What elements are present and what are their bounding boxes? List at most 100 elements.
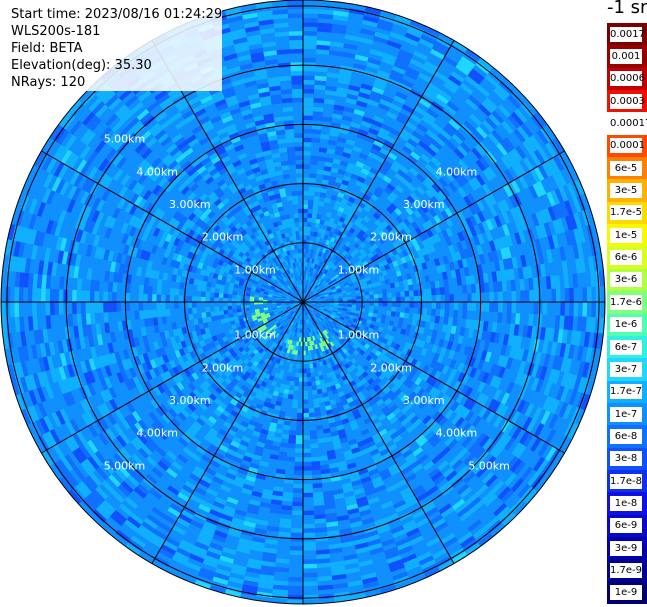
range-gate: [314, 75, 327, 82]
range-gate: [344, 273, 350, 278]
range-gate: [554, 275, 561, 289]
range-gate: [495, 402, 505, 416]
range-gate: [396, 357, 403, 365]
range-gate: [487, 193, 497, 206]
range-gate: [366, 319, 372, 324]
range-gate: [313, 231, 318, 237]
range-gate: [335, 91, 348, 98]
range-gate: [501, 120, 514, 135]
range-gate: [377, 103, 390, 112]
range-gate: [491, 400, 501, 413]
range-gate: [329, 41, 344, 48]
range-gate: [320, 346, 325, 352]
range-gate: [309, 253, 314, 259]
range-gate: [398, 545, 414, 555]
range-gate: [466, 399, 477, 411]
range-gate: [403, 226, 411, 235]
range-gate: [305, 295, 309, 299]
range-gate: [332, 291, 338, 294]
range-gate: [433, 97, 447, 108]
range-gate: [504, 437, 516, 451]
range-gate: [336, 240, 342, 247]
range-gate: [367, 327, 374, 333]
range-gate: [516, 399, 527, 413]
range-gate: [383, 409, 393, 417]
range-gate: [405, 296, 410, 302]
range-gate: [570, 330, 577, 346]
range-gate: [324, 349, 330, 355]
range-gate: [332, 582, 349, 590]
range-gate: [362, 318, 368, 323]
range-gate: [353, 165, 363, 173]
range-gate: [451, 414, 462, 425]
range-gate: [143, 293, 148, 302]
range-gate: [518, 217, 527, 231]
range-gate: [378, 261, 385, 268]
range-gate: [319, 192, 327, 198]
range-gate: [441, 187, 451, 198]
range-gate: [535, 225, 544, 239]
range-gate: [9, 302, 15, 318]
range-gate: [493, 503, 508, 517]
range-gate: [342, 175, 351, 182]
range-gate: [426, 146, 437, 157]
range-gate: [461, 436, 473, 448]
range-gate: [368, 399, 377, 407]
range-gate: [223, 309, 229, 315]
range-gate: [307, 345, 311, 351]
range-gate: [349, 273, 355, 278]
range-gate: [500, 489, 515, 503]
range-gate: [482, 437, 494, 451]
range-gate: [303, 545, 316, 551]
range-gate: [54, 289, 60, 302]
range-gate: [351, 299, 357, 302]
range-gate: [469, 113, 482, 127]
range-gate: [320, 468, 331, 475]
range-gate: [406, 28, 423, 39]
range-gate: [373, 294, 379, 299]
range-gate: [468, 441, 479, 454]
range-gate: [378, 230, 386, 238]
range-gate: [342, 403, 350, 410]
range-gate: [333, 296, 339, 299]
range-gate: [415, 517, 430, 528]
range-gate: [387, 427, 397, 437]
range-gate: [353, 412, 362, 420]
range-gate: [478, 406, 488, 419]
range-gate: [353, 487, 365, 495]
range-gate: [481, 330, 488, 341]
range-gate: [303, 106, 314, 112]
range-gate: [303, 262, 306, 267]
range-gate: [353, 109, 365, 117]
range-gate: [85, 313, 91, 325]
range-gate: [431, 453, 443, 465]
range-gate: [545, 159, 557, 175]
range-gate: [476, 392, 485, 405]
range-gate: [316, 384, 322, 390]
range-gate: [546, 249, 553, 264]
range-gate: [314, 344, 319, 350]
range-gate: [391, 326, 398, 333]
range-gate: [438, 503, 452, 515]
range-gate: [14, 302, 20, 318]
range-gate: [311, 137, 321, 143]
range-gate: [333, 379, 340, 385]
range-gate: [537, 164, 549, 179]
range-gate: [364, 436, 374, 444]
range-gate: [354, 54, 369, 62]
range-gate: [484, 302, 490, 312]
range-gate: [400, 291, 405, 297]
range-gate: [384, 279, 390, 285]
range-gate: [358, 395, 366, 402]
range-gate: [337, 192, 345, 199]
range-gate: [535, 378, 544, 393]
range-gate: [444, 207, 453, 218]
range-gate: [174, 288, 180, 296]
range-gate: [510, 458, 523, 473]
colorbar-cell: 1e-7: [607, 402, 647, 426]
range-gate: [353, 349, 360, 356]
range-gate: [334, 325, 339, 330]
range-gate: [475, 283, 481, 293]
range-gate: [358, 254, 365, 261]
range-gate: [334, 343, 340, 349]
